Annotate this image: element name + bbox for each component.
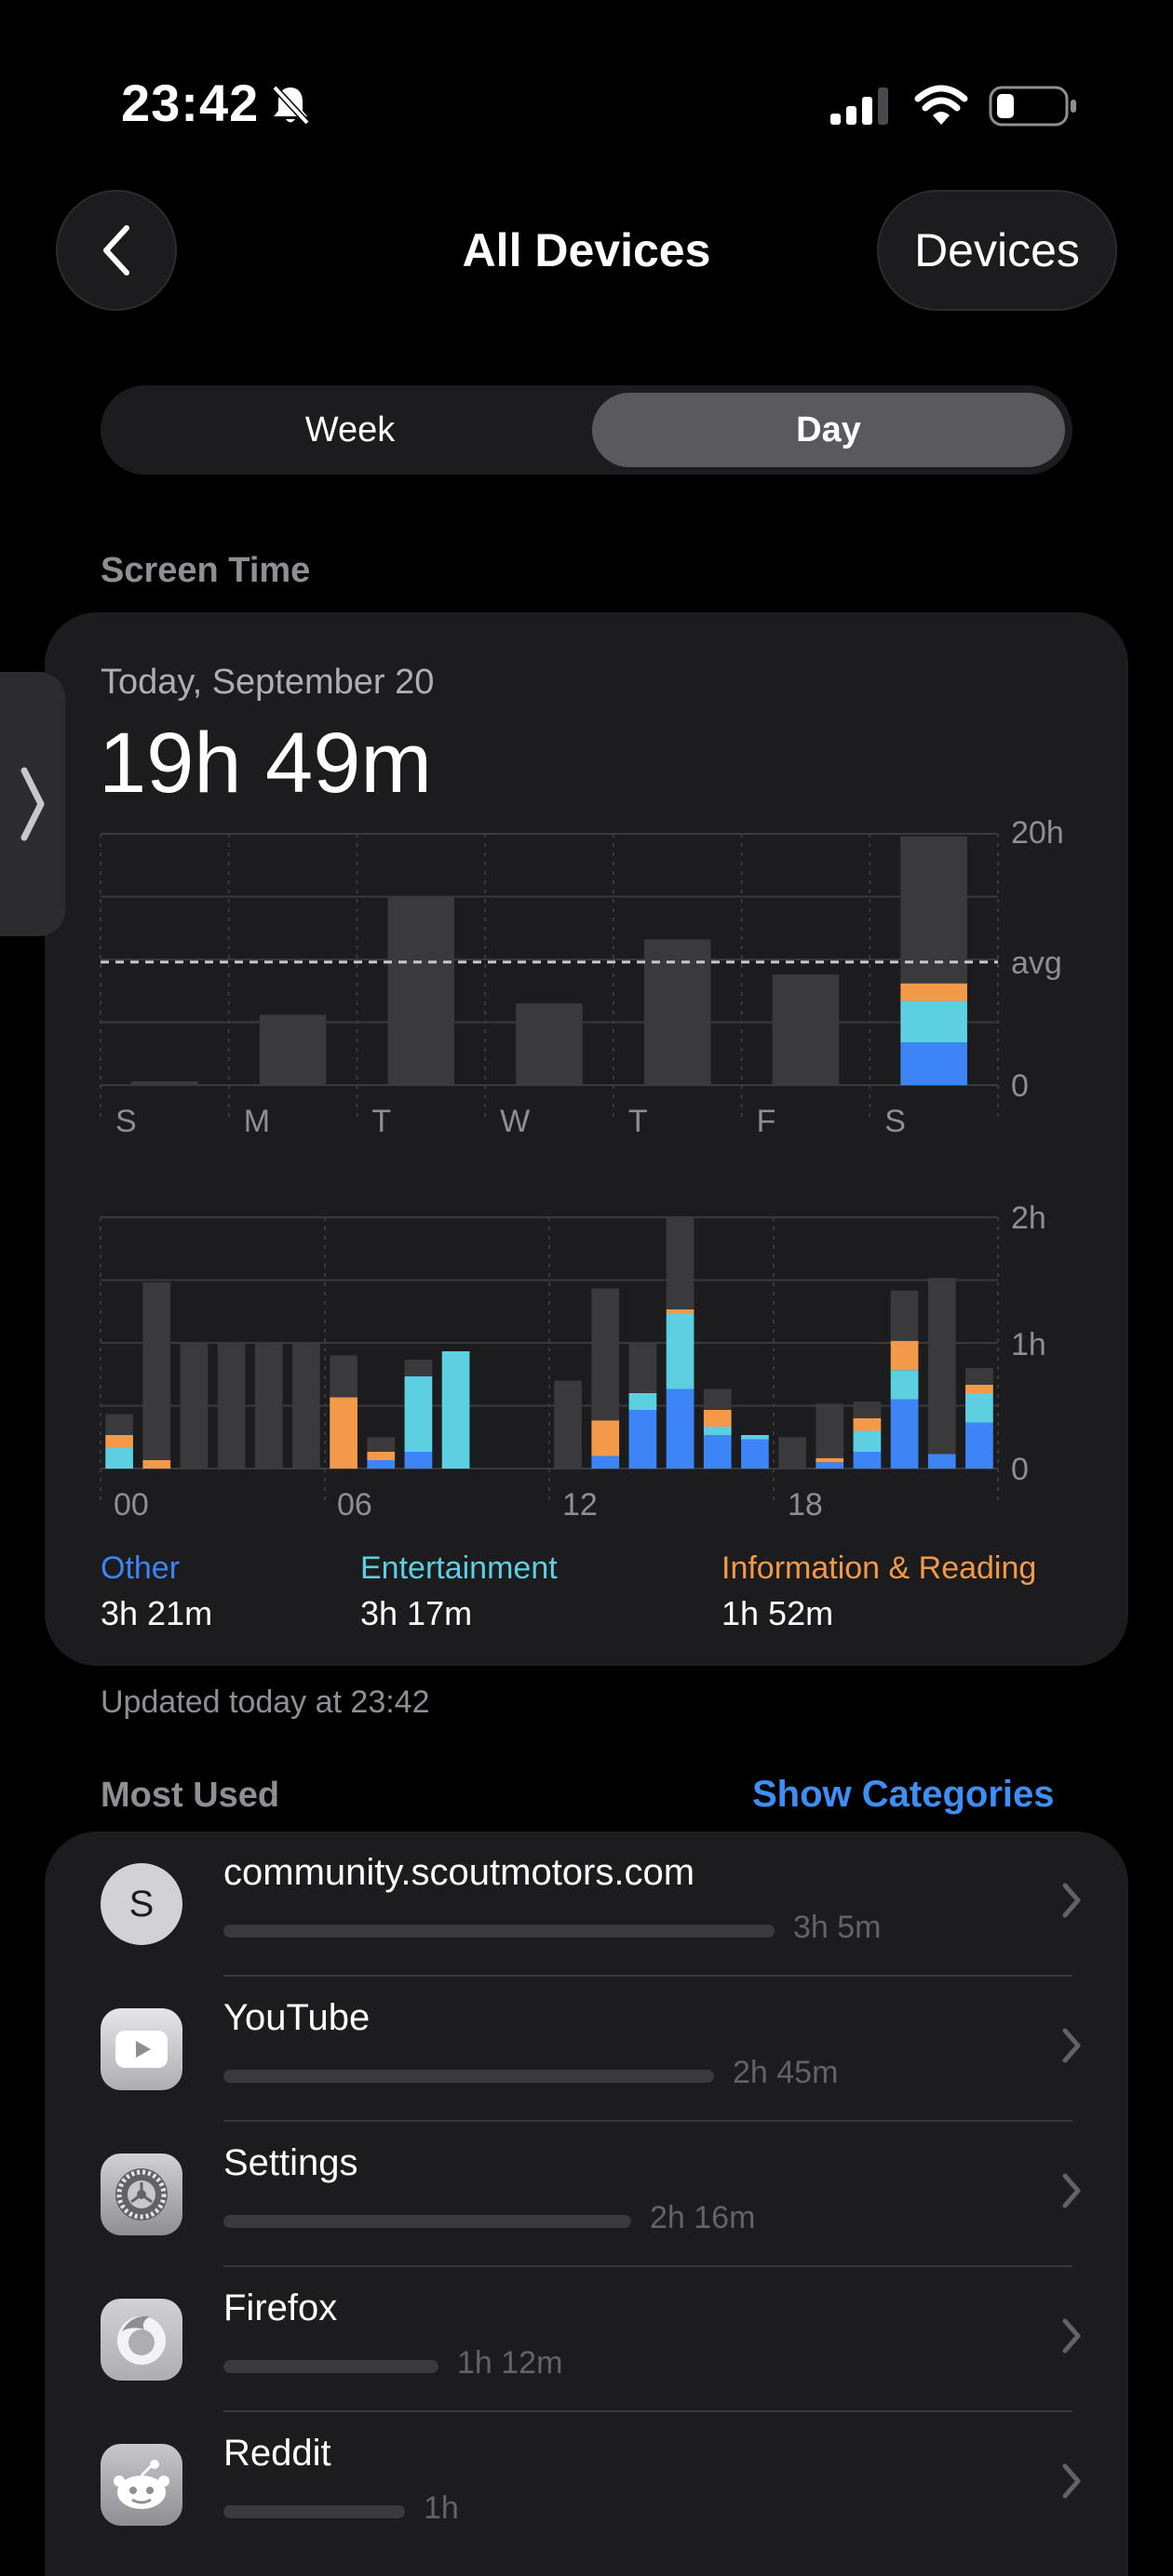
- app-row-firefox[interactable]: Firefox 1h 12m: [45, 2267, 1128, 2412]
- row-divider: [223, 2410, 1072, 2412]
- chevron-left-icon: [103, 225, 129, 275]
- app-row-youtube[interactable]: YouTube 2h 45m: [45, 1977, 1128, 2122]
- week-avg-label: avg: [1011, 946, 1062, 981]
- chevron-right-icon: [1062, 2173, 1081, 2208]
- usage-time: 1h 12m: [457, 2345, 563, 2381]
- app-row-reddit[interactable]: Reddit 1h: [45, 2412, 1128, 2557]
- day-y-zero-label: 0: [1011, 1452, 1029, 1487]
- settings-gear-icon: [101, 2153, 182, 2235]
- silent-mode-bell-icon: [272, 85, 310, 126]
- screen-time-section-label: Screen Time: [101, 551, 311, 590]
- usage-bar: [223, 2070, 714, 2083]
- legend-entertainment: Entertainment 3h 17m: [360, 1550, 558, 1633]
- day-y-max-label: 2h: [1011, 1201, 1046, 1236]
- usage-time: 2h 16m: [650, 2200, 756, 2235]
- page-title: All Devices: [462, 224, 711, 276]
- app-name: Firefox: [223, 2288, 338, 2328]
- legend-information-reading-value: 1h 52m: [721, 1594, 834, 1632]
- week-x-label: W: [500, 1104, 531, 1139]
- tab-week[interactable]: Week: [304, 409, 396, 449]
- app-name: Settings: [223, 2142, 358, 2183]
- week-x-label: T: [627, 1104, 648, 1139]
- chevron-right-icon: [20, 767, 45, 841]
- usage-time: 2h 45m: [733, 2055, 839, 2090]
- week-x-label: T: [371, 1104, 392, 1139]
- day-x-label-18: 18: [788, 1487, 823, 1523]
- tab-day[interactable]: Day: [592, 393, 1065, 467]
- chevron-right-icon: [1062, 2463, 1081, 2499]
- updated-timestamp: Updated today at 23:42: [101, 1684, 430, 1720]
- back-button[interactable]: [56, 190, 177, 311]
- day-y-mid-label: 1h: [1011, 1327, 1046, 1362]
- legend-other-name: Other: [101, 1550, 181, 1586]
- youtube-icon: [101, 2008, 182, 2090]
- chevron-right-icon: [1062, 1883, 1081, 1918]
- week-x-label: S: [115, 1104, 137, 1139]
- cellular-signal-icon: [830, 87, 888, 125]
- usage-time: 1h: [424, 2490, 459, 2526]
- usage-bar: [223, 1925, 775, 1938]
- most-used-section-label: Most Used: [101, 1776, 280, 1815]
- day-x-label-00: 00: [114, 1487, 149, 1523]
- screen-time-card[interactable]: [45, 612, 1128, 1666]
- reddit-icon: [101, 2444, 182, 2526]
- firefox-icon: [101, 2299, 182, 2381]
- row-divider: [223, 2265, 1072, 2267]
- letter-s-icon: S: [101, 1863, 182, 1945]
- status-time: 23:42: [121, 74, 260, 132]
- legend-other: Other 3h 21m: [101, 1550, 212, 1633]
- week-y-max-label: 20h: [1011, 815, 1064, 851]
- row-divider: [223, 2120, 1072, 2122]
- total-screen-time: 19h 49m: [99, 716, 433, 811]
- week-y-zero-label: 0: [1011, 1068, 1029, 1104]
- legend-entertainment-value: 3h 17m: [360, 1594, 473, 1632]
- wifi-icon: [914, 85, 968, 125]
- week-day-segmented-control: Week Day: [101, 385, 1072, 475]
- chevron-right-icon: [1062, 2028, 1081, 2063]
- app-row-settings[interactable]: Settings 2h 16m: [45, 2122, 1128, 2267]
- legend-information-reading-name: Information & Reading: [721, 1550, 1037, 1586]
- usage-bar: [223, 2360, 438, 2373]
- show-categories-link[interactable]: Show Categories: [752, 1774, 1055, 1815]
- legend-information-reading: Information & Reading 1h 52m: [721, 1550, 1036, 1633]
- date-label: Today, September 20: [101, 663, 435, 702]
- week-x-label: F: [756, 1104, 776, 1139]
- app-name: community.scoutmotors.com: [223, 1852, 695, 1893]
- row-divider: [223, 1975, 1072, 1977]
- week-x-label: S: [884, 1104, 906, 1139]
- side-panel-handle[interactable]: [0, 672, 65, 936]
- day-x-label-12: 12: [562, 1487, 598, 1523]
- day-x-label-06: 06: [337, 1487, 372, 1523]
- usage-time: 3h 5m: [793, 1910, 882, 1945]
- chevron-right-icon: [1062, 2318, 1081, 2354]
- devices-button[interactable]: Devices: [877, 190, 1117, 311]
- legend-other-value: 3h 21m: [101, 1594, 213, 1632]
- app-name: YouTube: [223, 1997, 371, 2038]
- usage-bar: [223, 2215, 631, 2228]
- week-x-label: M: [243, 1104, 271, 1139]
- app-name: Reddit: [223, 2433, 331, 2474]
- battery-icon: [989, 86, 1076, 127]
- legend-entertainment-name: Entertainment: [360, 1550, 558, 1586]
- usage-bar: [223, 2505, 405, 2518]
